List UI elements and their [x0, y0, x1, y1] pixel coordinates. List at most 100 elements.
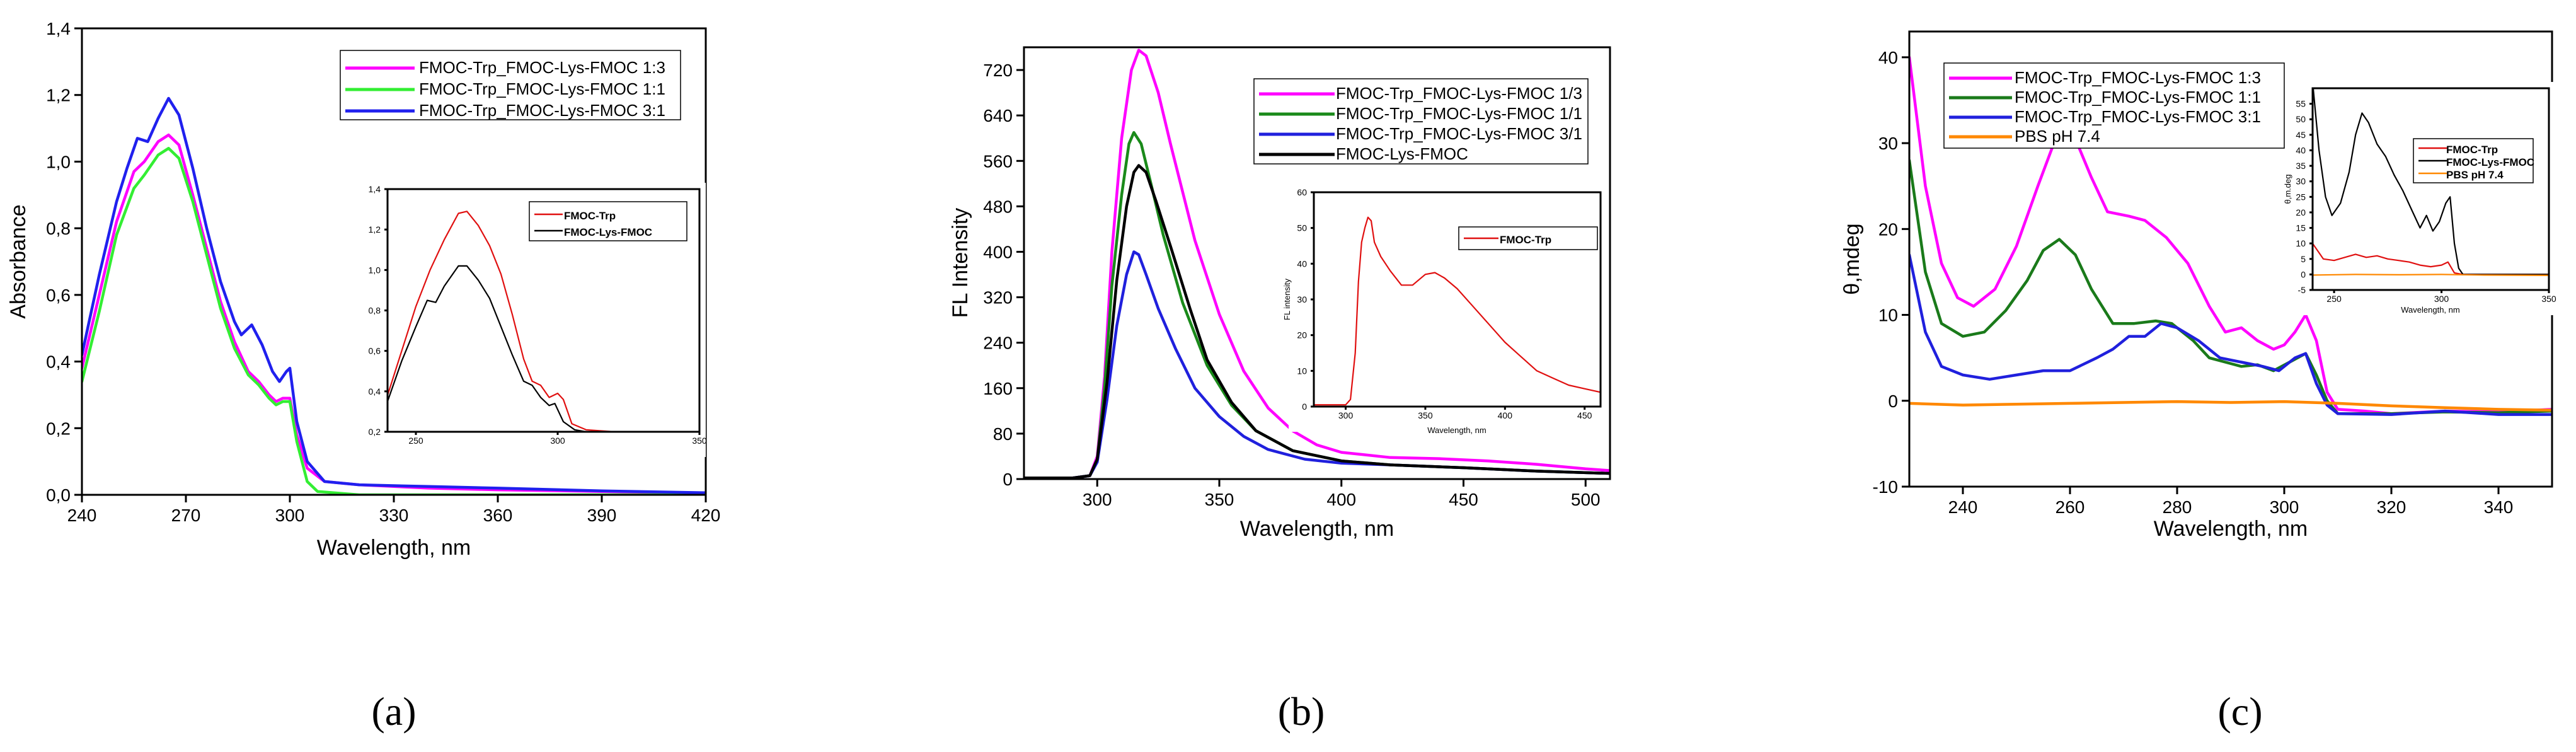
- y-tick-label-a-inset-0: 0,2: [369, 427, 381, 437]
- series-line-c-2: [1909, 253, 2552, 416]
- y-tick-label-c-3: 20: [1878, 219, 1898, 239]
- panel-label-2: (c): [2217, 689, 2262, 734]
- y-axis-title-a: Absorbance: [6, 204, 30, 318]
- series-line-a-inset-0: [388, 211, 699, 432]
- y-tick-label-a-3: 0,6: [46, 286, 71, 305]
- x-axis-title-b: Wavelength, nm: [1240, 517, 1394, 541]
- legend-b: FMOC-Trp_FMOC-Lys-FMOC 1/3FMOC-Trp_FMOC-…: [1253, 78, 1589, 165]
- legend-label-c-inset-0: FMOC-Trp: [2446, 144, 2498, 156]
- y-tick-label-c-1: 0: [1888, 391, 1898, 411]
- legend-label-a-1: FMOC-Trp_FMOC-Lys-FMOC 1:1: [419, 79, 665, 98]
- x-tick-label-c-2: 280: [2163, 497, 2192, 517]
- x-tick-label-a-3: 330: [379, 506, 409, 525]
- y-tick-label-c-inset-8: 35: [2296, 161, 2306, 171]
- axes-b-inset: 300 350 400 450 0 10 20 30 40 50 60: [1297, 187, 1602, 420]
- legend-b-inset: FMOC-Trp: [1458, 226, 1598, 250]
- x-tick-label-b-1: 350: [1205, 490, 1234, 509]
- series-line-c-3: [1909, 400, 2552, 412]
- panel-label-0: (a): [371, 689, 416, 734]
- x-tick-label-a-inset-2: 350: [692, 436, 707, 446]
- series-line-c-inset-0: [2313, 243, 2549, 275]
- series-line-a-2: [82, 96, 706, 495]
- inset-y-axis-title-b: FL intensity: [1282, 279, 1292, 320]
- axes-a-inset: 250 300 350 0,2 0,4 0,6 0,8 1,0 1,2 1,4: [369, 184, 707, 446]
- legend-a-inset: FMOC-Trp FMOC-Lys-FMOC: [529, 201, 687, 241]
- inset-series-group-c: [2313, 88, 2549, 276]
- axes-c-inset: 250 300 350 -5 0 5 10 15 20 25 30 35 40 45 50 55: [2296, 87, 2556, 304]
- y-tick-label-c-inset-7: 30: [2296, 176, 2306, 187]
- series-group-b: [1024, 49, 1610, 479]
- x-tick-label-c-3: 300: [2270, 497, 2299, 517]
- y-tick-label-a-inset-2: 0,6: [369, 346, 381, 356]
- legend-label-b-3: FMOC-Lys-FMOC: [1336, 144, 1468, 163]
- y-tick-label-b-inset-5: 50: [1297, 223, 1307, 233]
- inset-series-group-a: [388, 211, 699, 432]
- y-tick-label-c-inset-4: 15: [2296, 223, 2306, 233]
- legend-label-b-inset-0: FMOC-Trp: [1500, 234, 1551, 246]
- x-tick-label-a-4: 360: [483, 506, 513, 525]
- x-tick-label-b-3: 450: [1449, 490, 1478, 509]
- axes-b: 300 350 400 450 5000801602403204004805606407…: [983, 46, 1611, 509]
- x-tick-label-b-2: 400: [1326, 490, 1356, 509]
- x-tick-label-a-2: 300: [275, 506, 305, 525]
- x-tick-label-a-1: 270: [171, 506, 201, 525]
- y-tick-label-b-inset-6: 60: [1297, 187, 1307, 197]
- x-axis-title-c: Wavelength, nm: [2154, 517, 2308, 541]
- y-tick-label-a-5: 1,0: [46, 152, 71, 171]
- y-tick-label-b-inset-2: 20: [1297, 330, 1307, 340]
- y-tick-label-c-0: -10: [1873, 477, 1898, 497]
- y-tick-label-c-2: 10: [1878, 306, 1898, 325]
- y-tick-label-a-inset-6: 1,4: [369, 184, 381, 194]
- inset-background-c: [2287, 82, 2555, 315]
- y-tick-label-b-inset-1: 10: [1297, 366, 1307, 376]
- series-line-a-1: [82, 147, 706, 495]
- x-tick-label-a-inset-1: 300: [550, 436, 565, 446]
- y-tick-label-c-inset-5: 20: [2296, 207, 2306, 217]
- y-tick-label-b-inset-3: 30: [1297, 294, 1307, 304]
- series-line-c-inset-2: [2313, 274, 2549, 276]
- x-tick-label-a-inset-0: 250: [408, 436, 423, 446]
- legend-label-a-inset-0: FMOC-Trp: [564, 210, 616, 222]
- x-tick-label-c-inset-0: 250: [2326, 294, 2342, 304]
- y-tick-label-c-5: 40: [1878, 48, 1898, 67]
- x-tick-label-c-1: 260: [2056, 497, 2085, 517]
- legend-label-b-1: FMOC-Trp_FMOC-Lys-FMOC 1/1: [1336, 104, 1582, 123]
- legend-label-c-inset-2: PBS pH 7.4: [2446, 169, 2504, 181]
- axes-a: 240 270 300 330 360 390 420 0,0 0,2 0,4 0,6 0,8 1,0 1…: [46, 19, 720, 525]
- legend-c: FMOC-Trp_FMOC-Lys-FMOC 1:3FMOC-Trp_FMOC-…: [1943, 62, 2285, 149]
- y-tick-label-c-inset-11: 50: [2296, 114, 2306, 124]
- y-tick-label-a-inset-4: 1,0: [369, 265, 381, 275]
- legend-box-a-inset: [529, 201, 687, 241]
- series-group-a: [82, 96, 706, 495]
- y-tick-label-b-1: 80: [993, 424, 1013, 444]
- legend-label-c-1: FMOC-Trp_FMOC-Lys-FMOC 1:1: [2015, 88, 2261, 107]
- y-tick-label-a-7: 1,4: [46, 19, 71, 38]
- legend-label-a-2: FMOC-Trp_FMOC-Lys-FMOC 3:1: [419, 101, 665, 120]
- y-tick-label-a-1: 0,2: [46, 419, 71, 438]
- inset-x-axis-title-b: Wavelength, nm: [1427, 425, 1486, 435]
- legend-label-a-0: FMOC-Trp_FMOC-Lys-FMOC 1:3: [419, 58, 665, 77]
- y-tick-label-c-inset-3: 10: [2296, 238, 2306, 248]
- x-tick-label-a-5: 390: [587, 506, 617, 525]
- x-tick-label-b-inset-2: 400: [1498, 410, 1513, 420]
- x-tick-label-b-inset-1: 350: [1418, 410, 1433, 420]
- y-tick-label-b-3: 240: [983, 333, 1013, 353]
- y-tick-label-c-inset-1: 0: [2301, 269, 2306, 279]
- x-axis-title-a: Wavelength, nm: [317, 536, 471, 560]
- x-tick-label-b-0: 300: [1083, 490, 1112, 509]
- series-group-c: [1909, 55, 2552, 416]
- y-tick-label-a-2: 0,4: [46, 352, 71, 372]
- legend-label-c-inset-1: FMOC-Lys-FMOC: [2446, 156, 2534, 168]
- series-line-b-3: [1024, 164, 1610, 479]
- panel-label-1: (b): [1278, 689, 1325, 734]
- series-line-b-inset-0: [1314, 216, 1601, 406]
- y-tick-label-a-4: 0,8: [46, 219, 71, 238]
- y-tick-label-a-inset-3: 0,8: [369, 306, 381, 316]
- legend-box-a: [340, 50, 681, 120]
- y-tick-label-b-2: 160: [983, 379, 1013, 398]
- y-tick-label-b-0: 0: [1003, 470, 1013, 489]
- y-tick-label-c-inset-12: 55: [2296, 99, 2306, 109]
- y-tick-label-c-inset-2: 5: [2301, 254, 2306, 264]
